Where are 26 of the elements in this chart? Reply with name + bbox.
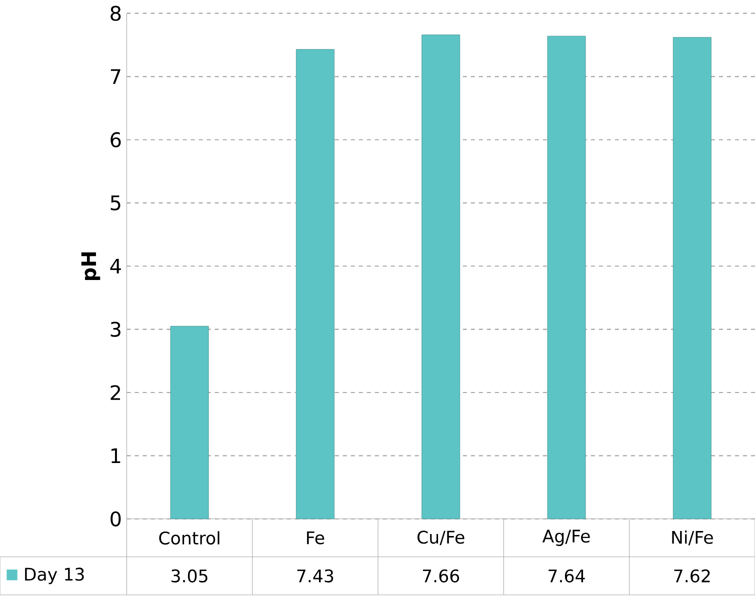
data-label: 7.62: [674, 569, 710, 582]
y-tick-label: 3: [110, 322, 120, 337]
data-label: 3.05: [172, 569, 208, 582]
legend-label: Day 13: [25, 568, 84, 584]
y-tick-label: 5: [110, 195, 120, 210]
bar: [547, 36, 586, 519]
y-tick-label: 2: [110, 384, 120, 400]
x-tick-label: Fe: [307, 531, 324, 544]
y-axis-title: pH: [81, 252, 100, 280]
x-tick-label: Control: [159, 531, 220, 544]
data-label: 7.66: [422, 569, 460, 582]
bar: [422, 34, 460, 519]
data-label: 7.43: [297, 569, 334, 582]
bar: [672, 37, 712, 519]
bar: [170, 326, 209, 519]
y-tick-label: 0: [110, 511, 121, 526]
y-tick-label: 8: [110, 6, 121, 21]
y-tick-label: 4: [110, 258, 121, 274]
y-tick-label: 6: [110, 132, 121, 148]
bar: [296, 49, 334, 519]
y-tick-label: 7: [110, 69, 120, 84]
x-tick-label: Cu/Fe: [418, 530, 464, 546]
y-tick-label: 1: [111, 448, 120, 463]
x-tick-label: Ag/Fe: [542, 530, 590, 546]
data-label: 7.64: [548, 569, 585, 582]
x-tick-label: Ni/Fe: [672, 530, 713, 546]
